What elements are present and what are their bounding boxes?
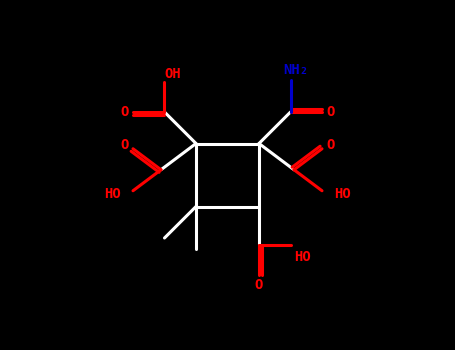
Text: O: O (120, 138, 128, 152)
Text: OH: OH (165, 66, 182, 80)
Text: HO: HO (294, 250, 311, 264)
Text: NH₂: NH₂ (283, 63, 308, 77)
Text: HO: HO (334, 187, 351, 201)
Text: O: O (255, 278, 263, 292)
Text: O: O (327, 138, 335, 152)
Text: O: O (327, 105, 335, 119)
Text: O: O (120, 105, 128, 119)
Text: HO: HO (104, 187, 121, 201)
